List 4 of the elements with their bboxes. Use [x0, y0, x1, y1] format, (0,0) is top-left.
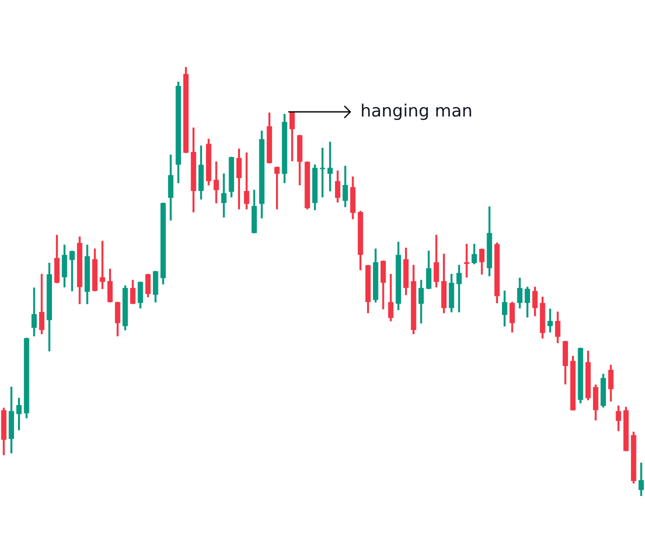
annotation: hanging man	[360, 101, 473, 122]
candlestick	[464, 244, 470, 278]
candlestick	[327, 142, 333, 192]
candlestick	[100, 240, 106, 290]
